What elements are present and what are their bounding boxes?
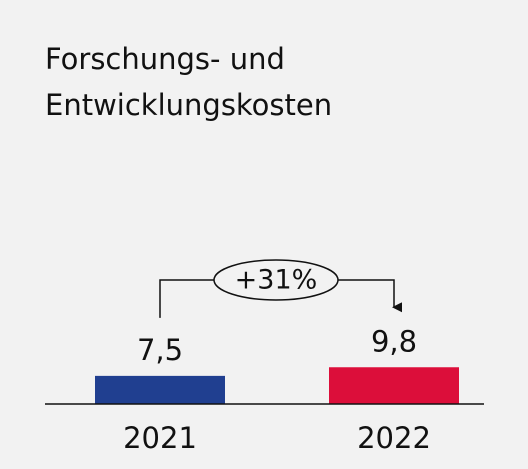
x-tick-label: 2022 [357, 421, 431, 455]
connector [159, 279, 214, 318]
x-tick-label: 2021 [123, 421, 197, 455]
annotation: +31% [235, 265, 318, 296]
value-label: 7,5 [137, 333, 183, 367]
bar [95, 375, 225, 404]
annotation-bubble [213, 259, 339, 301]
connector-arrow [338, 279, 402, 313]
chart-title: Forschungs- und Entwicklungskosten [45, 42, 333, 122]
bar [329, 367, 459, 404]
value-label: 9,8 [371, 324, 417, 358]
